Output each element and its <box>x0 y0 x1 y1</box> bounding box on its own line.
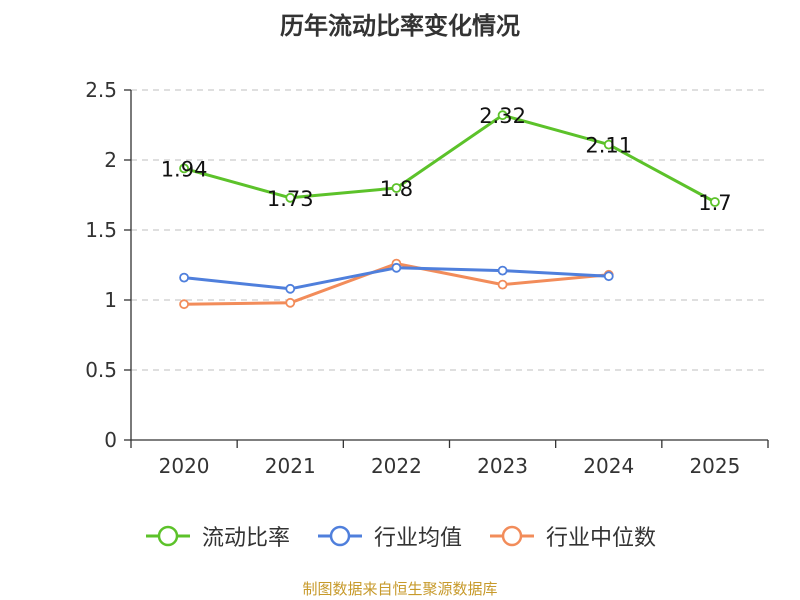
source-note: 制图数据来自恒生聚源数据库 <box>302 580 498 598</box>
series-0: 1.94 1.73 1.8 2.32 2.11 1.7 <box>161 104 732 215</box>
data-point <box>179 299 189 310</box>
legend-marker-icon <box>317 525 362 547</box>
series-1 <box>179 262 614 294</box>
legend: 流动比率 行业均值 行业中位数 <box>0 520 800 552</box>
x-tick-label: 2024 <box>583 454 634 478</box>
x-tick-label: 2020 <box>159 454 210 478</box>
data-label: 2.32 <box>479 104 526 128</box>
data-point <box>497 279 508 290</box>
x-tick-label: 2022 <box>371 454 422 478</box>
y-tick-label: 0 <box>104 428 117 452</box>
chart-title: 历年流动比率变化情况 <box>280 12 520 40</box>
data-label: 1.7 <box>698 191 731 215</box>
data-label: 1.8 <box>380 177 413 201</box>
data-label: 2.11 <box>585 134 632 158</box>
data-point <box>179 272 189 283</box>
legend-marker-icon <box>145 525 190 547</box>
y-tick-label: 1.5 <box>85 218 117 242</box>
data-point <box>391 183 402 193</box>
series-line <box>183 113 716 204</box>
y-tick-label: 2.5 <box>85 78 117 102</box>
legend-item-0[interactable]: 流动比率 <box>144 520 290 552</box>
data-point <box>603 271 614 282</box>
legend-item-2[interactable]: 行业中位数 <box>488 520 656 552</box>
data-point <box>391 262 402 273</box>
data-point <box>603 139 614 150</box>
data-label: 1.73 <box>267 187 314 211</box>
legend-marker-icon <box>490 525 534 547</box>
data-point <box>497 110 508 121</box>
data-point <box>179 163 189 174</box>
legend-label: 流动比率 <box>201 526 290 551</box>
data-point <box>710 197 720 207</box>
data-point <box>285 283 296 294</box>
y-tick-label: 0.5 <box>85 358 117 382</box>
y-tick-label: 1 <box>104 288 117 312</box>
x-tick-label: 2025 <box>689 454 740 478</box>
legend-item-1[interactable]: 行业均值 <box>316 520 462 552</box>
legend-label: 行业均值 <box>373 526 462 551</box>
data-point <box>497 265 508 276</box>
data-point <box>285 297 296 308</box>
data-point <box>285 192 296 203</box>
x-tick-label: 2021 <box>265 454 316 478</box>
legend-label: 行业中位数 <box>546 526 657 551</box>
data-label: 1.94 <box>161 157 208 181</box>
x-tick-label: 2023 <box>477 454 528 478</box>
y-tick-label: 2 <box>104 148 117 172</box>
